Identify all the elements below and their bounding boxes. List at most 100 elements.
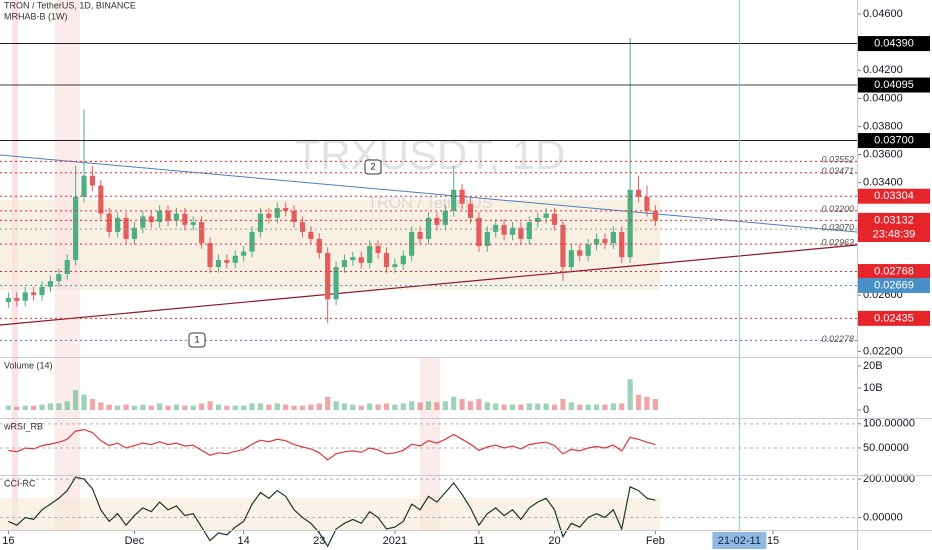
volume-bar [299,405,306,411]
indicator-title: MRHAB-B (1W) [4,11,68,21]
volume-bar [316,403,322,411]
volume-bar [98,402,104,411]
candle-body [249,231,255,252]
volume-bar [308,404,314,411]
volume-bar [291,405,297,411]
candle-body [64,260,70,275]
trendline [0,244,858,326]
level-note: 0.03200 [821,204,854,214]
candle-body [417,231,423,239]
candle-body [383,252,390,268]
volume-bar [182,405,188,411]
candle-body [400,255,406,265]
volume-bar [47,403,54,411]
volume-bar [358,405,364,411]
level-label: 0.02768 [874,265,914,277]
volume-bar [425,401,432,411]
candle-body [89,175,96,186]
x-tick-label: 23 [313,535,325,547]
level-box [858,264,930,280]
candle-body [299,222,306,232]
candle-body [148,216,154,223]
level-note: 0.02278 [821,334,854,344]
volume-bar [274,403,280,411]
x-tick-label: 14 [238,535,250,547]
level-box [858,36,930,52]
volume-bar [543,403,549,411]
candle-body [165,210,171,221]
candle-body [509,227,516,235]
candle-body [224,260,230,263]
candle-body [39,286,45,296]
y-tick-label: 0.00000 [863,511,903,523]
candle-body [459,189,465,204]
volume-bar [434,402,440,411]
volume-bar [383,403,390,411]
candle-body [367,245,373,263]
volume-bar [610,403,616,411]
volume-bar [619,403,625,411]
candle-body [215,260,222,268]
volume-bar [190,405,196,411]
volume-bar [81,394,87,411]
y-tick-label: 0.03800 [863,120,903,132]
y-tick-label: 50.00000 [863,442,909,454]
candle-body [543,213,549,218]
trendline [0,154,858,233]
volume-bar [14,406,20,411]
volume-bar [409,401,415,411]
y-tick-label: 100.00000 [863,418,915,430]
cursor-box [712,532,767,549]
volume-bar [249,403,255,411]
candle-body [392,264,398,268]
candle-body [484,231,490,246]
candle-body [316,238,322,253]
candle-body [257,213,264,232]
volume-bar [451,396,457,411]
level-note: 0.02963 [821,238,854,248]
volume-bar [501,404,507,411]
volume-bar [577,404,583,411]
candle-body [341,260,348,268]
callout [188,332,206,348]
indicator-line [8,476,656,548]
candle-body [451,189,457,211]
volume-bar [417,402,423,411]
watermark: TRXUSDT, 1D [295,131,566,178]
volume-bar [232,405,238,411]
band [476,498,660,530]
y-tick-label: 0.02200 [863,345,903,357]
countdown: 23:48:39 [873,228,916,240]
level-note: 0.03471 [821,166,854,176]
highlight-band [420,357,440,530]
volume-bar [165,405,171,411]
candle-body [140,216,146,228]
level-label: 0.04390 [874,37,914,49]
level-box [858,212,930,228]
volume-bar [241,405,247,411]
candle-body [627,189,633,258]
symbol-title: TRON / TetherUS, 1D, BINANCE [4,0,136,10]
volume-bar [333,401,339,411]
candle-body [283,208,289,211]
candle-body [333,267,339,300]
volume-bar [367,403,373,411]
volume-bar [627,379,633,411]
candle-body [73,196,79,261]
candle-body [81,175,87,197]
volume-bar [140,404,146,411]
level-label: 0.02669 [874,279,914,291]
callout [364,159,382,175]
candle-body [493,224,499,232]
x-tick-label: 16 [2,535,14,547]
volume-bar [224,405,230,411]
candle-body [98,185,104,214]
callout-label: 1 [194,334,199,344]
volume-bar [22,405,28,411]
candle-body [123,217,129,239]
candle-body [358,257,364,263]
candle-body [190,222,196,225]
volume-bar [476,399,482,411]
candle-body [551,213,558,225]
candle-body [308,231,314,239]
